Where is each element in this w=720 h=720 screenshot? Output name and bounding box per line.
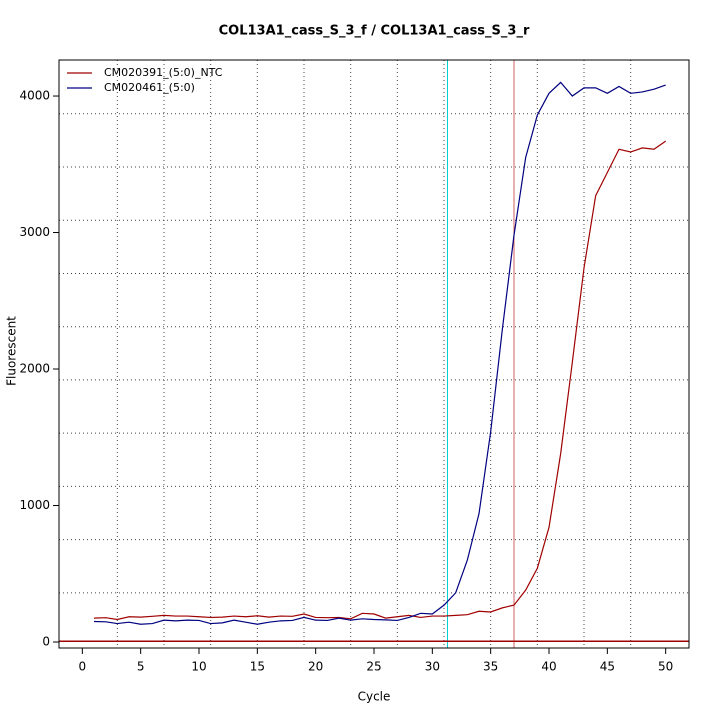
y-tick-label: 3000 [19,225,50,239]
x-tick-label: 10 [191,660,206,674]
x-tick-label: 50 [658,660,673,674]
y-tick-label: 1000 [19,498,50,512]
series-line [93,140,667,621]
x-tick-label: 30 [425,660,440,674]
x-tick-label: 35 [483,660,498,674]
x-tick-label: 20 [308,660,323,674]
x-tick-label: 45 [600,660,615,674]
y-tick-label: 0 [42,634,50,648]
plot-frame [58,59,690,649]
y-axis-label: Fluorescent [5,316,19,386]
x-tick-label: 5 [137,660,145,674]
x-tick-label: 0 [79,660,87,674]
legend-label: CM020391_(5:0)_NTC [104,66,223,79]
legend-label: CM020461_(5:0) [104,81,195,94]
x-tick-label: 15 [250,660,265,674]
y-tick-label: 4000 [19,89,50,103]
x-axis-label: Cycle [358,690,391,704]
x-tick-label: 25 [366,660,381,674]
series-line [93,81,666,625]
x-tick-label: 40 [541,660,556,674]
y-tick-label: 2000 [19,362,50,376]
chart-title: COL13A1_cass_S_3_f / COL13A1_cass_S_3_r [219,24,530,39]
